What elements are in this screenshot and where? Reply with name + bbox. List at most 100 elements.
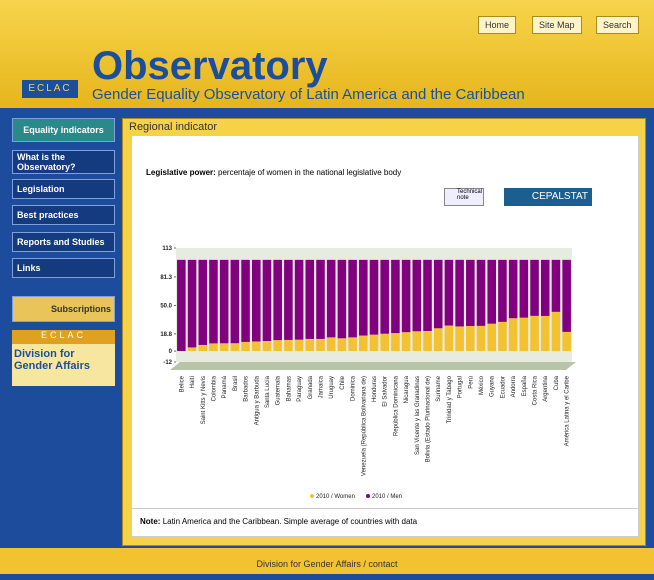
bar-segment	[530, 315, 539, 352]
logo: ECLAC	[22, 80, 78, 98]
y-tick-label: 18.8	[160, 332, 172, 338]
bar-segment	[337, 338, 347, 352]
bar-segment	[294, 259, 304, 340]
x-tick-label: Barbados	[244, 376, 250, 402]
x-tick-label: El Salvador	[383, 376, 389, 407]
bar-segment	[209, 259, 218, 344]
bar-segment	[540, 315, 550, 352]
x-tick-label: Guyana	[490, 375, 496, 397]
site-title: Observatory	[92, 44, 328, 88]
bar-segment	[273, 259, 282, 341]
x-tick-label: América Latina y el Caribe	[565, 375, 571, 446]
bar-segment	[219, 259, 229, 344]
y-tick-label: 113	[162, 246, 172, 252]
x-tick-label: Uruguay	[329, 376, 335, 399]
bar-segment	[540, 259, 550, 316]
x-tick-label: República Dominicana	[393, 375, 399, 436]
bar-segment	[230, 343, 240, 352]
sidebar-item[interactable]: Legislation	[12, 179, 115, 199]
x-tick-label: México	[479, 375, 485, 395]
sidebar-item[interactable]: What is the Observatory?	[12, 150, 115, 174]
bar-segment	[423, 330, 432, 352]
bar-segment	[209, 343, 218, 352]
description-text: percentaje of women in the national legi…	[218, 168, 402, 177]
x-tick-label: Costa Rica	[533, 375, 539, 405]
bar-segment	[369, 259, 379, 335]
bar-segment	[284, 339, 293, 352]
y-tick-label: 0	[169, 349, 173, 355]
sidebar-item[interactable]: Links	[12, 258, 115, 278]
sidebar-item[interactable]: Reports and Studies	[12, 232, 115, 252]
bar-segment	[444, 325, 454, 352]
bar-segment	[348, 337, 357, 352]
site-subtitle: Gender Equality Observatory of Latin Ame…	[92, 86, 525, 103]
bar-segment	[219, 343, 229, 352]
bar-segment	[177, 259, 186, 352]
bar-segment	[530, 259, 539, 316]
sitemap-tab[interactable]: Site Map	[532, 16, 582, 34]
x-tick-label: Dominica	[351, 375, 357, 401]
bar-segment	[241, 259, 250, 342]
bar-segment	[551, 311, 561, 352]
bar-segment	[498, 259, 507, 322]
bar-segment	[305, 338, 315, 352]
bar-segment	[187, 259, 197, 348]
bar-segment	[487, 259, 497, 324]
bar-segment	[412, 331, 422, 352]
division-box: ECLAC Division for Gender Affairs	[12, 330, 115, 386]
bar-segment	[198, 259, 208, 345]
bar-segment	[369, 334, 379, 352]
x-tick-label: Venezuela (República Bolivariana de)	[361, 376, 367, 476]
cepalstat-button[interactable]: CEPALSTAT	[504, 188, 592, 206]
search-tab[interactable]: Search	[596, 16, 639, 34]
bar-segment	[273, 340, 282, 352]
x-tick-label: Guatemala	[276, 375, 282, 405]
bar-segment	[316, 259, 325, 339]
footer[interactable]: Division for Gender Affairs / contact	[0, 548, 654, 574]
bar-segment	[391, 259, 400, 334]
bar-segment	[476, 325, 486, 352]
bar-segment	[455, 259, 464, 327]
x-tick-label: Panamá	[222, 375, 228, 398]
legend-swatch	[366, 494, 370, 498]
bar-segment	[433, 259, 443, 329]
bar-segment	[337, 259, 347, 339]
bar-segment	[401, 332, 411, 352]
bar-segment	[316, 338, 325, 352]
bar-segment	[455, 326, 464, 352]
description: Legislative power: percentaje of women i…	[146, 168, 401, 177]
x-tick-label: Bolivia (Estado Plurinacional de)	[426, 376, 432, 462]
bar-segment	[508, 259, 518, 319]
x-tick-label: Bahamas	[286, 376, 292, 401]
x-tick-label: Saint Kitts y Nevis	[201, 376, 207, 424]
division-label[interactable]: Division for Gender Affairs	[14, 348, 91, 372]
bar-segment	[359, 335, 368, 352]
panel-title: Regional indicator	[129, 121, 218, 133]
chart: -12 0 18.8 50.0 81.3 113 Belice Haití Saint Kitt…	[160, 246, 576, 500]
sidebar-item[interactable]: Best practices	[12, 205, 115, 225]
technical-note-button[interactable]: Technical note	[444, 188, 484, 206]
bar-segment	[230, 259, 240, 344]
bar-segment	[251, 259, 261, 342]
bar-segment	[326, 259, 336, 338]
bar-segment	[348, 259, 357, 338]
bar-segment	[359, 259, 368, 336]
subscriptions[interactable]: Subscriptions	[12, 296, 115, 322]
bar-segment	[433, 328, 443, 352]
x-tick-label: Belice	[179, 375, 185, 392]
x-tick-label: España	[522, 375, 528, 396]
bar-segment	[423, 259, 432, 331]
x-tick-label: Santa Lucía	[265, 375, 271, 408]
x-tick-label: Granada	[308, 375, 314, 399]
home-tab[interactable]: Home	[478, 16, 517, 34]
x-tick-label: Nicaragua	[404, 375, 410, 403]
x-tick-label: Haití	[190, 376, 196, 389]
x-tick-label: Colombia	[211, 375, 217, 401]
sidebar-item[interactable]: Equality indicators	[12, 118, 115, 142]
bar-segment	[562, 259, 571, 332]
panel: Regional indicator Legislative power: pe…	[122, 118, 646, 546]
bar-segment	[444, 259, 454, 326]
bar-segment	[519, 259, 529, 318]
bar-segment	[519, 317, 529, 352]
